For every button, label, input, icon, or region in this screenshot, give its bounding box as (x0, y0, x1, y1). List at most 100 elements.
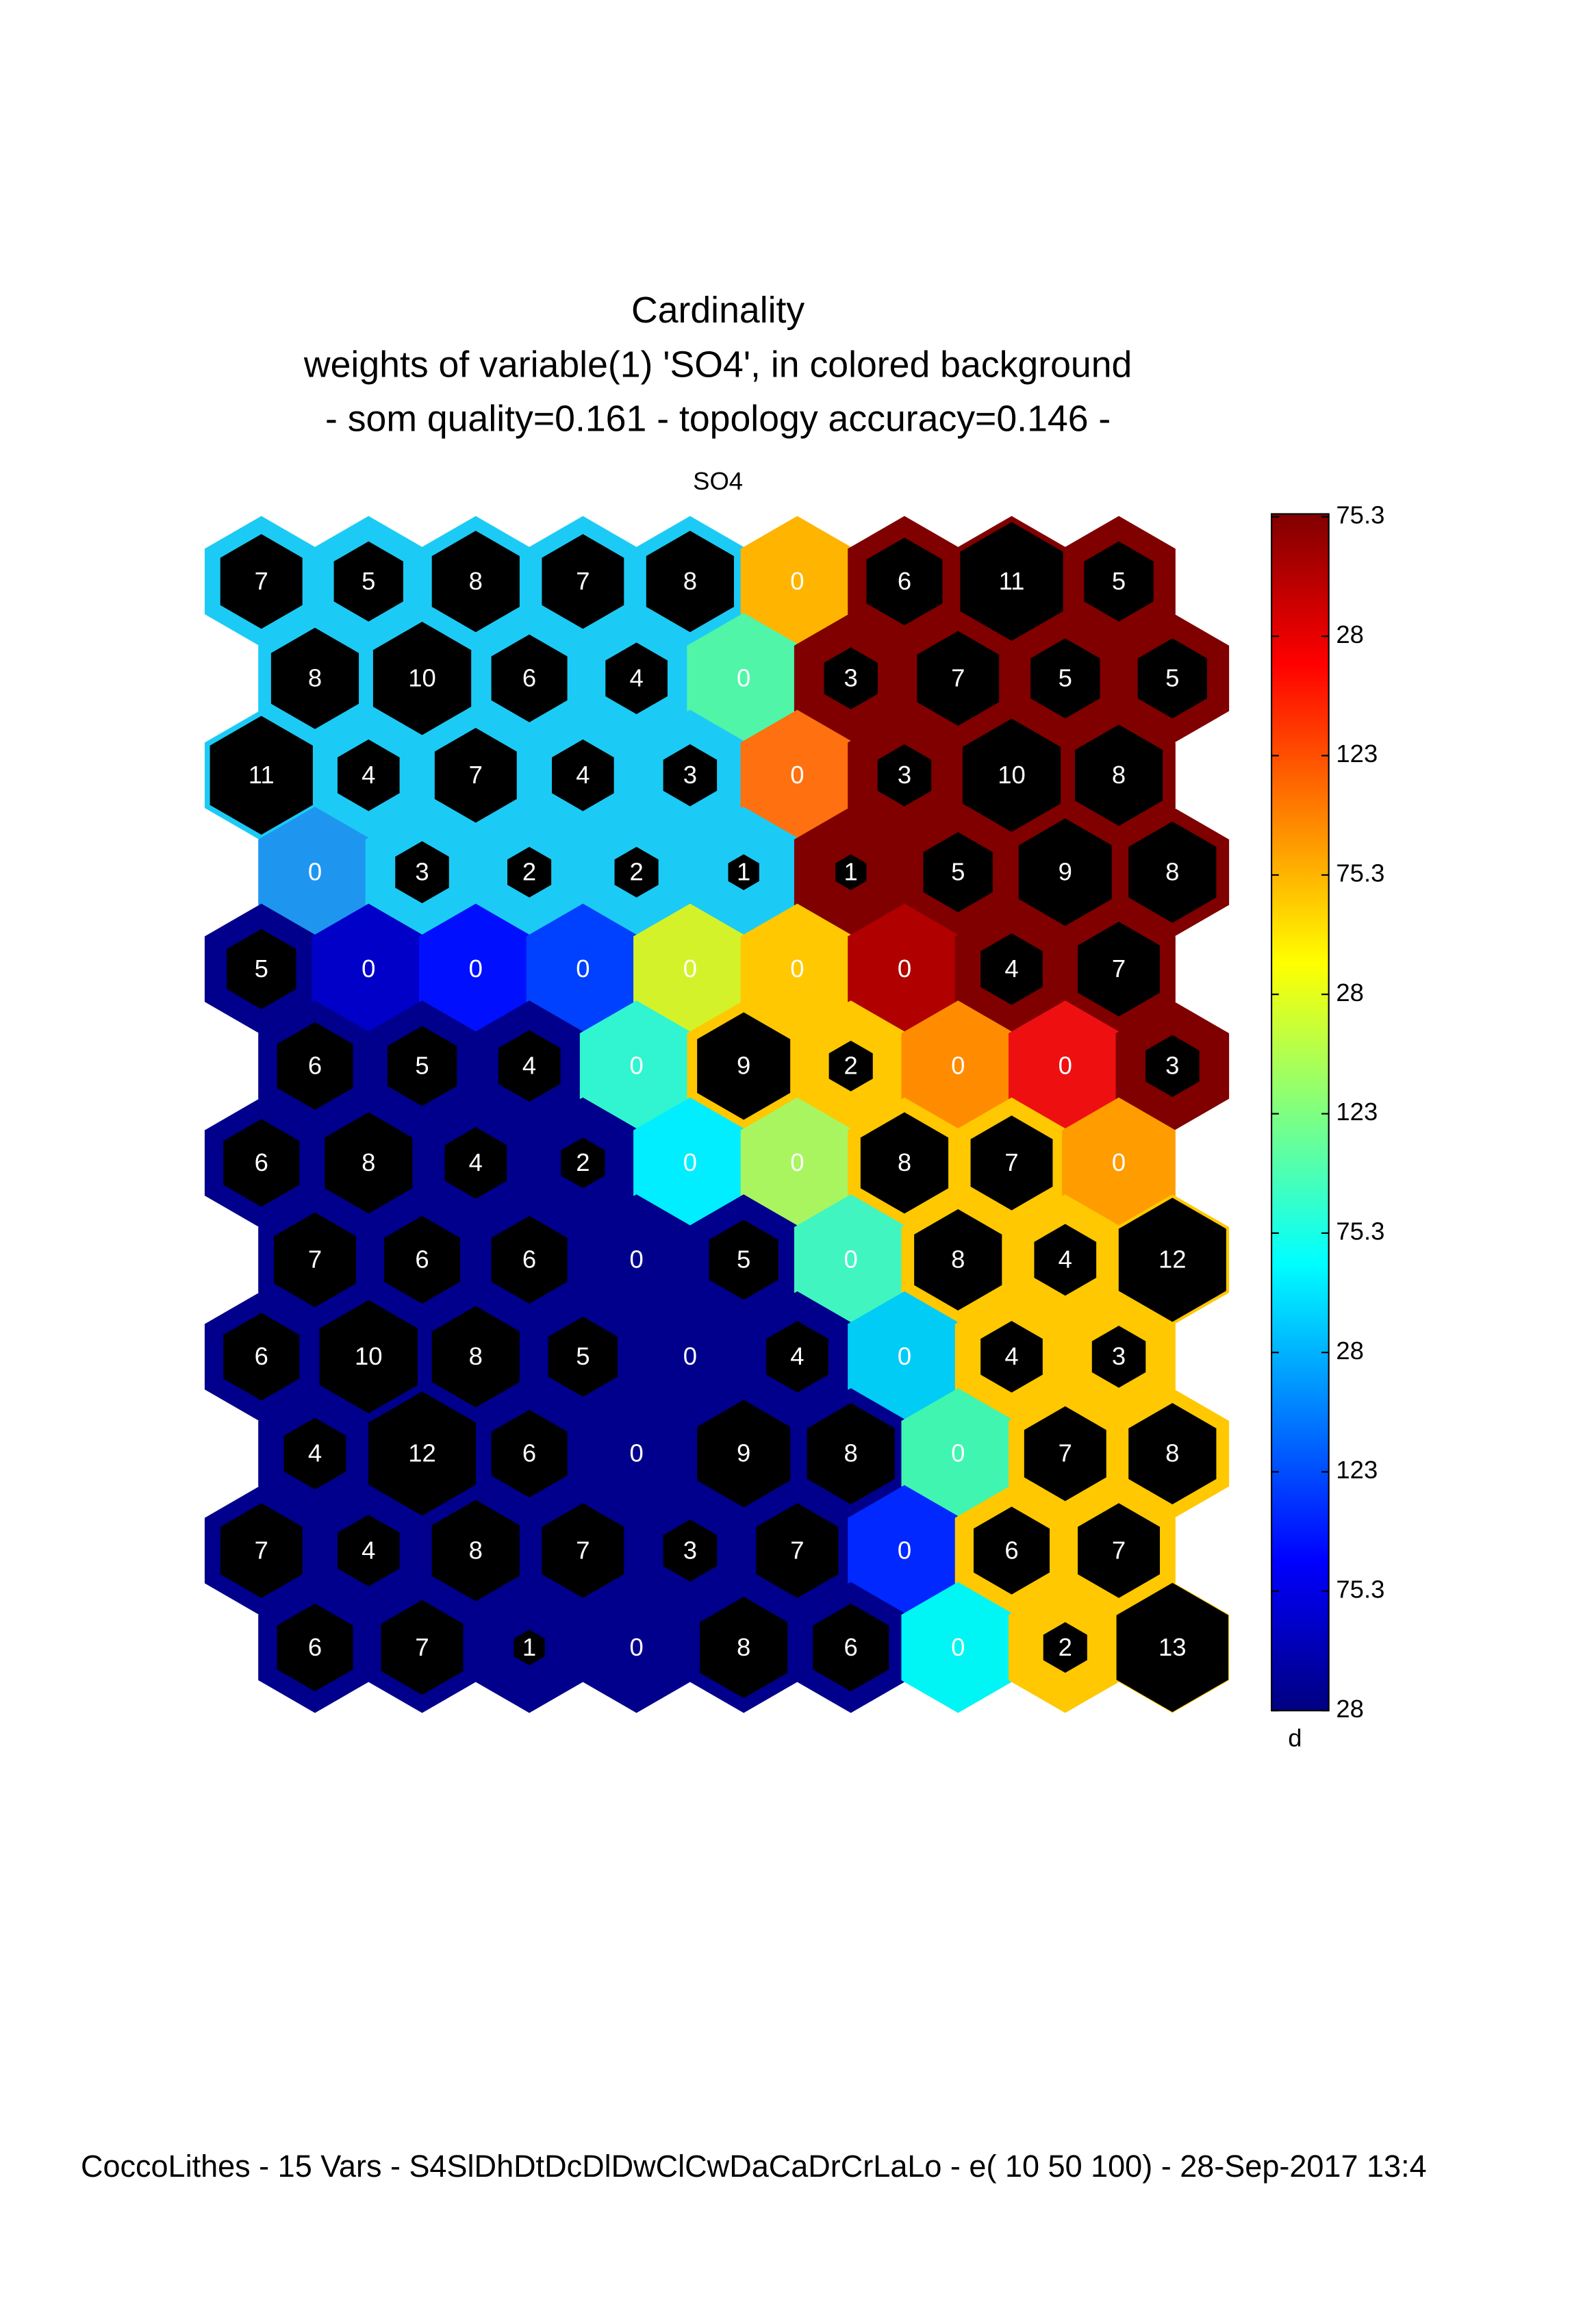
count-label: 7 (308, 1246, 322, 1274)
cardinality-hex (1030, 638, 1100, 719)
colorbar-tick-label: 28 (1336, 620, 1364, 648)
count-label: 5 (737, 1246, 750, 1274)
count-label: 1 (844, 858, 858, 886)
cardinality-hex (223, 1119, 300, 1207)
count-label: 0 (951, 1052, 965, 1080)
cardinality-hex (813, 1603, 889, 1692)
count-label: 6 (844, 1633, 858, 1661)
count-label: 7 (255, 567, 268, 595)
cardinality-hex (1137, 638, 1207, 719)
cardinality-hex (1074, 724, 1163, 826)
cardinality-hex (431, 531, 520, 633)
count-label: 0 (683, 1148, 697, 1176)
count-label: 8 (308, 664, 322, 692)
cardinality-hex (923, 832, 993, 913)
cardinality-hex (824, 647, 878, 710)
count-label: 6 (1004, 1536, 1018, 1564)
cardinality-hex (860, 1112, 949, 1214)
count-label: 1 (737, 858, 750, 886)
count-label: 11 (249, 761, 275, 789)
count-label: 2 (1059, 1633, 1072, 1661)
count-label: 3 (844, 664, 858, 692)
count-label: 0 (951, 1633, 965, 1661)
cardinality-hex (1128, 821, 1217, 923)
cardinality-hex (210, 716, 313, 835)
cardinality-hex (491, 634, 568, 722)
count-label: 10 (408, 664, 436, 692)
cardinality-hex (387, 1026, 457, 1107)
cardinality-hex (866, 538, 943, 626)
count-label: 2 (629, 858, 643, 886)
colorbar (1270, 513, 1330, 1712)
cardinality-hex (381, 1600, 464, 1695)
cardinality-hex (614, 846, 659, 898)
count-label: 4 (308, 1439, 322, 1467)
count-label: 1 (522, 1633, 536, 1661)
count-label: 4 (576, 761, 590, 789)
cardinality-hex (1024, 1406, 1106, 1502)
cardinality-hex (960, 522, 1063, 641)
count-label: 7 (255, 1536, 268, 1564)
cardinality-hex (431, 1306, 520, 1408)
cardinality-hex (319, 1300, 418, 1414)
colorbar-tick-label: 75.3 (1336, 1217, 1384, 1245)
count-label: 4 (362, 761, 375, 789)
count-label: 0 (790, 1148, 804, 1176)
count-label: 8 (737, 1633, 750, 1661)
count-label: 3 (1112, 1342, 1126, 1370)
cardinality-hex (663, 1519, 718, 1582)
count-label: 6 (898, 567, 911, 595)
count-label: 0 (308, 858, 322, 886)
count-label: 0 (790, 761, 804, 789)
cardinality-hex (498, 1030, 561, 1102)
cardinality-hex (1078, 922, 1161, 1017)
cardinality-hex (1018, 818, 1112, 926)
cardinality-hex (431, 1500, 520, 1602)
colorbar-tick-label: 28 (1336, 1695, 1364, 1723)
count-label: 0 (1112, 1148, 1126, 1176)
count-label: 11 (999, 567, 1025, 595)
count-label: 6 (522, 1439, 536, 1467)
panel-title: SO4 (693, 467, 743, 495)
count-label: 7 (576, 567, 590, 595)
cardinality-hex (697, 1012, 791, 1120)
count-label: 8 (898, 1148, 911, 1176)
count-label: 0 (790, 567, 804, 595)
colorbar-tick-label: 123 (1336, 740, 1378, 768)
cardinality-hex (807, 1402, 895, 1504)
cardinality-hex (491, 1409, 568, 1498)
count-label: 3 (415, 858, 429, 886)
count-label: 4 (629, 664, 643, 692)
cardinality-hex (828, 1040, 873, 1091)
colorbar-tick-label: 75.3 (1336, 1576, 1384, 1604)
count-label: 12 (408, 1439, 436, 1467)
cardinality-hex (277, 1603, 353, 1692)
count-label: 6 (415, 1246, 429, 1274)
cardinality-hex (395, 841, 449, 904)
count-label: 4 (1004, 955, 1018, 983)
cardinality-hex (756, 1503, 839, 1598)
count-label: 4 (1004, 1342, 1018, 1370)
count-label: 8 (844, 1439, 858, 1467)
count-label: 2 (522, 858, 536, 886)
count-label: 4 (362, 1536, 375, 1564)
count-label: 3 (683, 1536, 697, 1564)
cardinality-hex (372, 621, 472, 735)
count-label: 2 (576, 1148, 590, 1176)
count-label: 7 (576, 1536, 590, 1564)
cardinality-hex (700, 1597, 788, 1699)
count-label: 3 (683, 761, 697, 789)
count-label: 0 (629, 1246, 643, 1274)
count-label: 0 (683, 955, 697, 983)
cardinality-hex (277, 1022, 353, 1110)
cardinality-hex (552, 739, 614, 811)
cardinality-hex (274, 1212, 356, 1308)
count-label: 4 (469, 1148, 483, 1176)
colorbar-tick-label: 123 (1336, 1456, 1378, 1484)
cardinality-hex (914, 1209, 1002, 1311)
cardinality-hex (561, 1137, 605, 1189)
cardinality-hex (766, 1321, 828, 1393)
colorbar-tick-label: 28 (1336, 978, 1364, 1007)
count-label: 7 (1059, 1439, 1072, 1467)
